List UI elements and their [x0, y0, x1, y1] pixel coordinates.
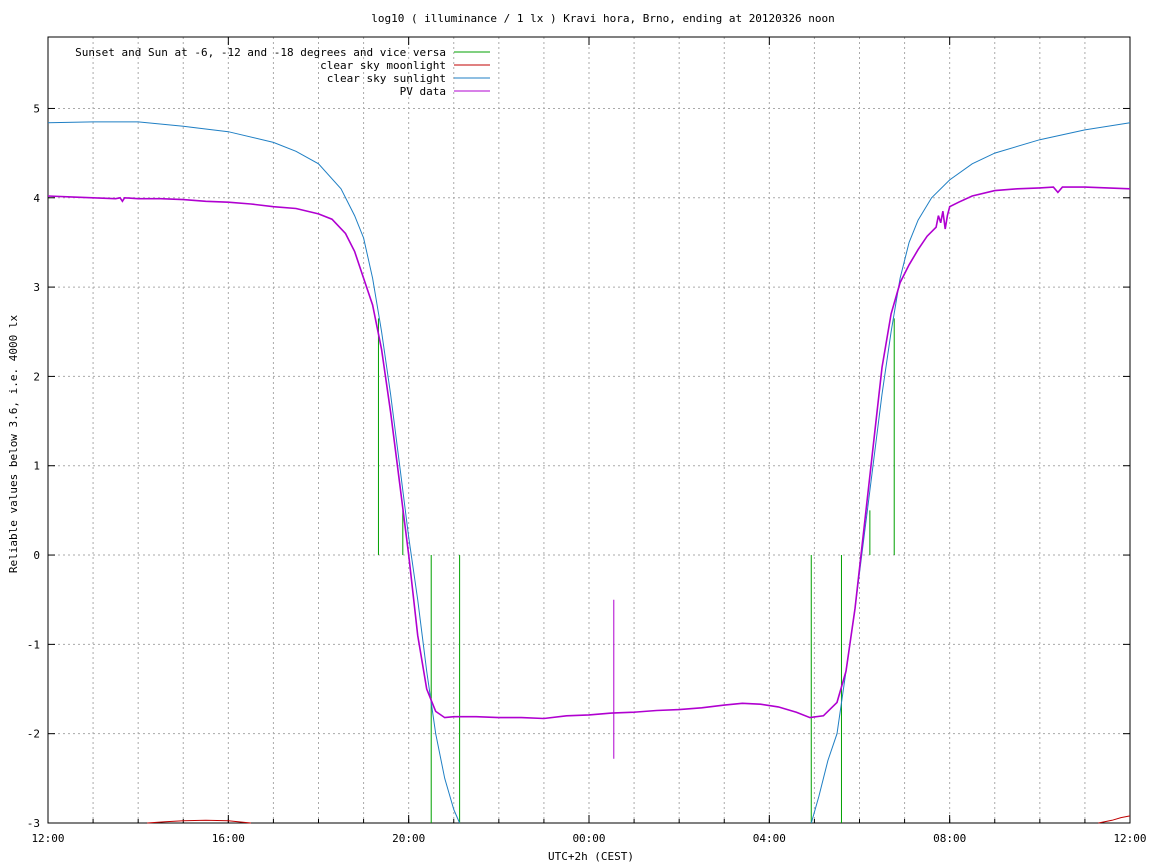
chart-title: log10 ( illuminance / 1 lx ) Kravi hora,… [371, 12, 835, 25]
x-tick-label: 20:00 [392, 832, 425, 845]
plot-frame [47, 36, 1131, 824]
grid-lines [48, 37, 1130, 823]
y-tick-label: 2 [33, 370, 40, 383]
legend: Sunset and Sun at -6, -12 and -18 degree… [75, 46, 490, 98]
x-tick-label: 08:00 [933, 832, 966, 845]
legend-label: clear sky moonlight [320, 59, 446, 72]
x-tick-label: 16:00 [212, 832, 245, 845]
legend-label: Sunset and Sun at -6, -12 and -18 degree… [75, 46, 446, 59]
pv-data-line [47, 186, 1131, 720]
y-tick-label: -3 [27, 817, 40, 830]
clear-sky-sunlight-line [47, 121, 1131, 824]
y-axis-label: Reliable values below 3.6, i.e. 4000 lx [7, 314, 20, 573]
x-tick-label: 12:00 [1113, 832, 1146, 845]
x-tick-label: 04:00 [753, 832, 786, 845]
y-tick-label: 4 [33, 192, 40, 205]
y-tick-label: 0 [33, 549, 40, 562]
y-tick-label: -1 [27, 638, 40, 651]
clear-sky-moonlight-line [147, 815, 1131, 824]
y-tick-label: 1 [33, 460, 40, 473]
x-axis-label: UTC+2h (CEST) [548, 850, 634, 863]
x-tick-label: 00:00 [572, 832, 605, 845]
y-tick-label: 3 [33, 281, 40, 294]
series-layer [47, 121, 1131, 824]
x-tick-label: 12:00 [31, 832, 64, 845]
y-tick-label: -2 [27, 728, 40, 741]
axis-ticks: 5 4 3 2 1 0 -1 -2 -3 12:00 16:00 20:00 00:00 04:00 08:… [27, 37, 1147, 845]
legend-label: PV data [400, 85, 446, 98]
legend-label: clear sky sunlight [327, 72, 446, 85]
y-tick-label: 5 [33, 102, 40, 115]
